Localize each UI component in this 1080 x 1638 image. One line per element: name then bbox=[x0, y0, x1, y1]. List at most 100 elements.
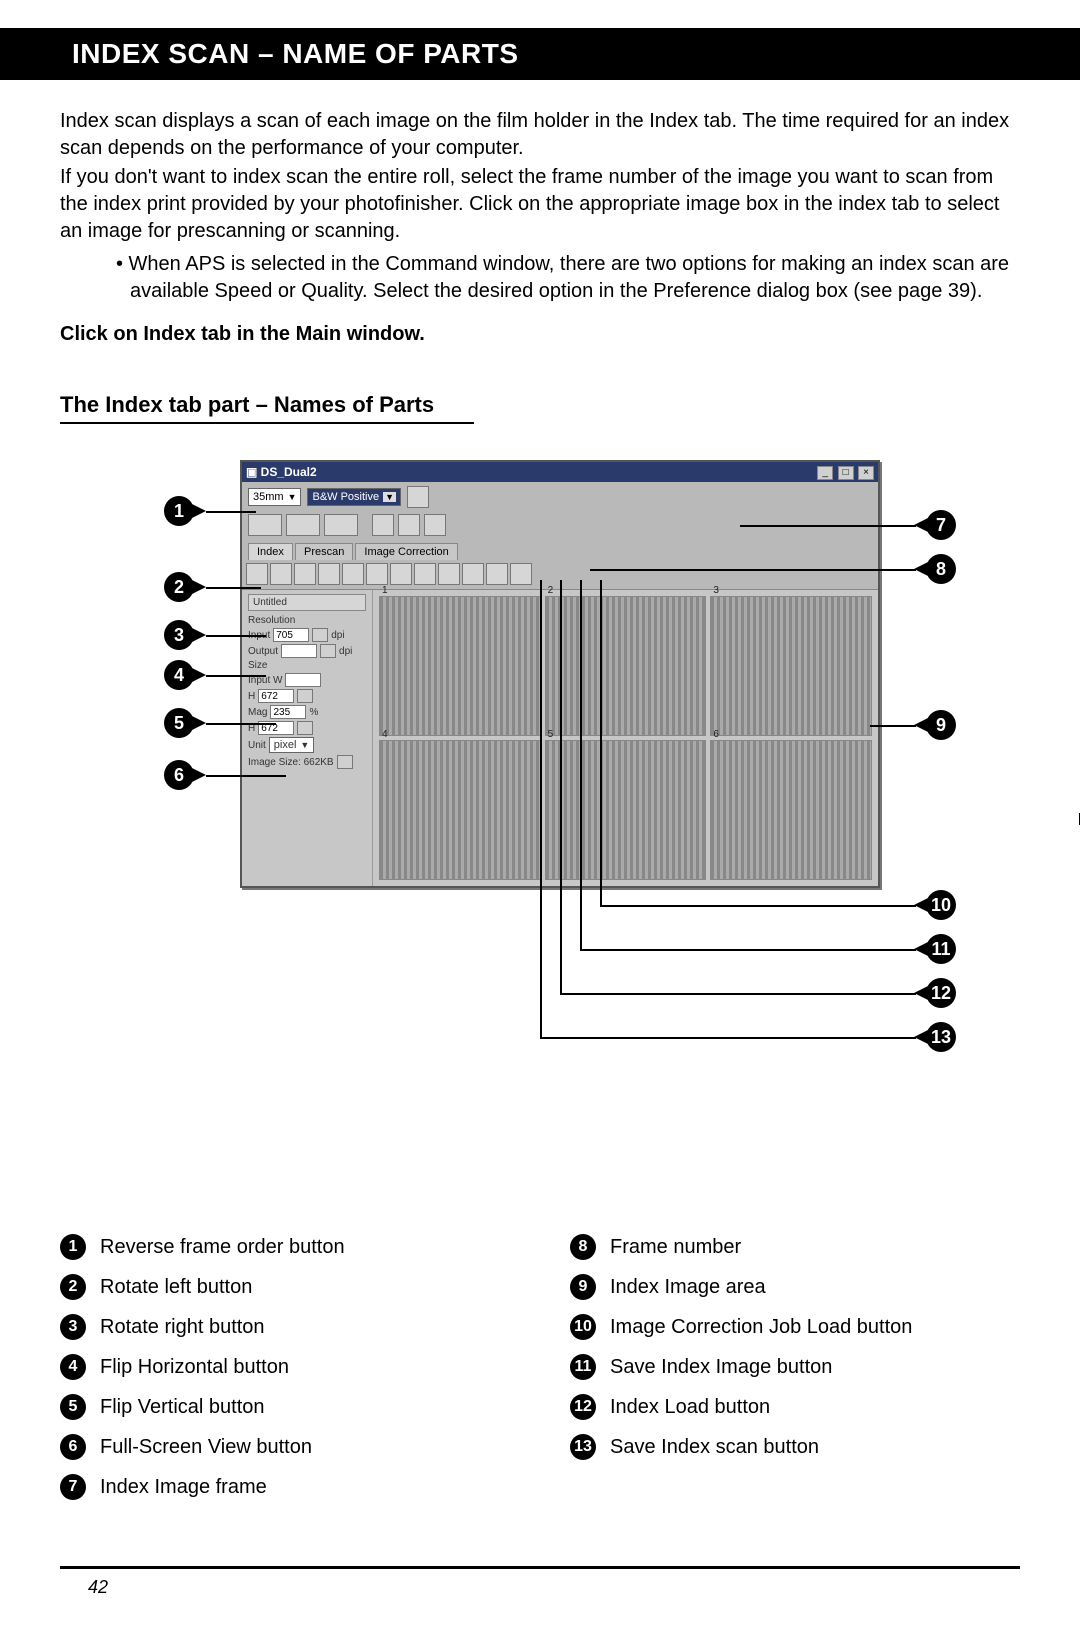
output-res-field[interactable] bbox=[281, 644, 317, 658]
frame-number: 3 bbox=[713, 585, 719, 596]
index-load-icon[interactable] bbox=[462, 563, 484, 585]
legend-text: Frame number bbox=[610, 1236, 741, 1259]
instruction-line: Click on Index tab in the Main window. bbox=[60, 323, 1020, 346]
fullscreen-icon[interactable] bbox=[366, 563, 388, 585]
spinner-icon[interactable] bbox=[320, 644, 336, 658]
unit-label: Unit bbox=[248, 740, 266, 751]
legend-bubble: 13 bbox=[570, 1434, 596, 1460]
legend-text: Save Index scan button bbox=[610, 1436, 819, 1459]
minimize-icon[interactable]: _ bbox=[817, 466, 833, 480]
toolbar-icon[interactable] bbox=[248, 514, 282, 536]
toolbar-icon[interactable] bbox=[324, 514, 358, 536]
page-number: 42 bbox=[60, 1577, 1020, 1598]
frame-number: 4 bbox=[382, 729, 388, 740]
legend-text: Index Image area bbox=[610, 1276, 766, 1299]
h-label: H bbox=[248, 691, 255, 702]
section-subtitle: The Index tab part – Names of Parts bbox=[60, 392, 474, 424]
output-label: Output bbox=[248, 646, 278, 657]
toolbar-dropdown-icon[interactable] bbox=[510, 563, 532, 585]
legend-text: Full-Screen View button bbox=[100, 1436, 312, 1459]
mag-label: Mag bbox=[248, 707, 267, 718]
legend-text: Save Index Image button bbox=[610, 1356, 832, 1379]
callout-8: 8 bbox=[926, 554, 956, 584]
image-size-label: Image Size: 662KB bbox=[248, 757, 334, 768]
callout-13: 13 bbox=[926, 1022, 956, 1052]
legend-bubble: 5 bbox=[60, 1394, 86, 1420]
tab-bar: Index Prescan Image Correction bbox=[242, 542, 878, 559]
legend-bubble: 6 bbox=[60, 1434, 86, 1460]
rotate-right-icon[interactable] bbox=[294, 563, 316, 585]
frame-number: 6 bbox=[713, 729, 719, 740]
index-image-frame[interactable]: 5 bbox=[545, 740, 707, 880]
legend-bubble: 8 bbox=[570, 1234, 596, 1260]
window-title: ▣ DS_Dual2 bbox=[246, 465, 317, 479]
frame-number: 1 bbox=[382, 585, 388, 596]
intro-paragraph-2: If you don't want to index scan the enti… bbox=[60, 164, 1020, 245]
toolbar-icon[interactable] bbox=[286, 514, 320, 536]
h1-field[interactable] bbox=[258, 689, 294, 703]
legend-left-col: 1Reverse frame order button 2Rotate left… bbox=[60, 1220, 510, 1514]
resolution-label: Resolution bbox=[248, 615, 366, 626]
frame-number: 2 bbox=[548, 585, 554, 596]
rotate-left-icon[interactable] bbox=[270, 563, 292, 585]
diagram-area: 1 2 3 4 5 6 7 8 9 10 11 12 13 bbox=[60, 460, 1020, 1200]
bullet-note: • When APS is selected in the Command wi… bbox=[116, 251, 1020, 305]
close-icon[interactable]: × bbox=[858, 466, 874, 480]
image-correction-load-icon[interactable] bbox=[414, 563, 436, 585]
pct-label: % bbox=[309, 707, 318, 718]
callout-4: 4 bbox=[164, 660, 194, 690]
mag-field[interactable] bbox=[270, 705, 306, 719]
film-type-select[interactable]: 35mm▼ bbox=[248, 488, 301, 506]
callout-10: 10 bbox=[926, 890, 956, 920]
footer-rule bbox=[60, 1566, 1020, 1569]
eject-icon[interactable] bbox=[372, 514, 394, 536]
help-icon[interactable] bbox=[424, 514, 446, 536]
legend-text: Reverse frame order button bbox=[100, 1236, 345, 1259]
flip-vertical-icon[interactable] bbox=[342, 563, 364, 585]
legend-text: Index Load button bbox=[610, 1396, 770, 1419]
legend-text: Image Correction Job Load button bbox=[610, 1316, 912, 1339]
mode-select[interactable]: B&W Positive▼ bbox=[307, 488, 401, 506]
save-index-scan-icon[interactable] bbox=[486, 563, 508, 585]
window-titlebar: ▣ DS_Dual2 _ □ × bbox=[242, 462, 878, 482]
legend-text: Index Image frame bbox=[100, 1476, 267, 1499]
input-res-field[interactable] bbox=[273, 628, 309, 642]
settings-icon[interactable] bbox=[398, 514, 420, 536]
toolbar-icon[interactable] bbox=[390, 563, 412, 585]
tab-index[interactable]: Index bbox=[248, 543, 293, 560]
window-controls[interactable]: _ □ × bbox=[816, 464, 874, 480]
legend-text: Rotate right button bbox=[100, 1316, 265, 1339]
legend-bubble: 7 bbox=[60, 1474, 86, 1500]
untitled-label: Untitled bbox=[248, 594, 366, 611]
legend-bubble: 10 bbox=[570, 1314, 596, 1340]
callout-11: 11 bbox=[926, 934, 956, 964]
dpi-label: dpi bbox=[339, 646, 352, 657]
index-image-frame[interactable]: 4 bbox=[379, 740, 541, 880]
lock-icon[interactable] bbox=[297, 721, 313, 735]
lock-icon[interactable] bbox=[297, 689, 313, 703]
index-image-frame[interactable]: 6 bbox=[710, 740, 872, 880]
legend-bubble: 12 bbox=[570, 1394, 596, 1420]
spinner-icon[interactable] bbox=[312, 628, 328, 642]
legend-bubble: 2 bbox=[60, 1274, 86, 1300]
input-w-field[interactable] bbox=[285, 673, 321, 687]
index-image-frame[interactable]: 1 bbox=[379, 596, 541, 736]
index-image-area[interactable]: 1 2 3 4 5 6 bbox=[372, 590, 878, 886]
legend-bubble: 1 bbox=[60, 1234, 86, 1260]
flip-horizontal-icon[interactable] bbox=[318, 563, 340, 585]
index-image-frame[interactable]: 3 bbox=[710, 596, 872, 736]
index-image-frame[interactable]: 2 bbox=[545, 596, 707, 736]
callout-5: 5 bbox=[164, 708, 194, 738]
legend-text: Flip Vertical button bbox=[100, 1396, 265, 1419]
callout-9: 9 bbox=[926, 710, 956, 740]
toolbar-icon[interactable] bbox=[407, 486, 429, 508]
tab-prescan[interactable]: Prescan bbox=[295, 543, 353, 560]
tab-image-correction[interactable]: Image Correction bbox=[355, 543, 457, 560]
reset-icon[interactable] bbox=[337, 755, 353, 769]
legend: 1Reverse frame order button 2Rotate left… bbox=[60, 1220, 1020, 1514]
reverse-order-icon[interactable] bbox=[246, 563, 268, 585]
unit-select[interactable]: pixel▼ bbox=[269, 737, 315, 753]
save-index-image-icon[interactable] bbox=[438, 563, 460, 585]
maximize-icon[interactable]: □ bbox=[838, 466, 854, 480]
callout-12: 12 bbox=[926, 978, 956, 1008]
